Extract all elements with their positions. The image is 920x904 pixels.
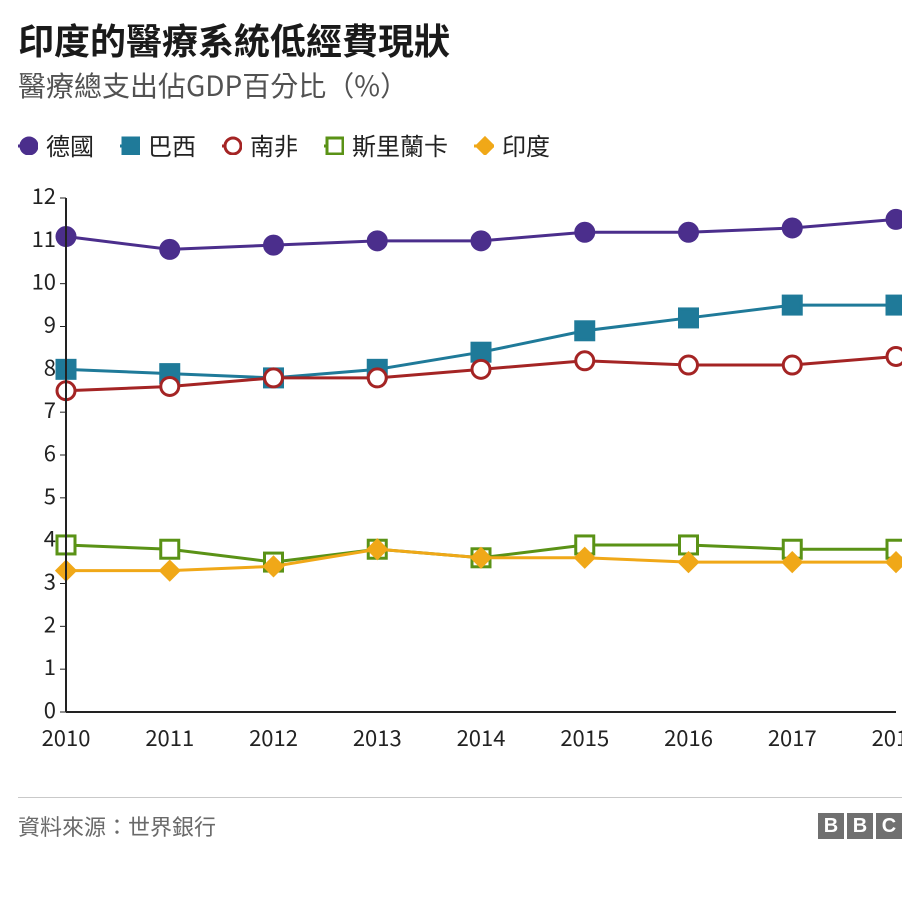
legend-item: 巴西 [120,127,196,162]
svg-text:4: 4 [44,522,56,554]
legend-marker-icon [222,135,242,155]
svg-text:6: 6 [44,436,56,468]
legend-item: 斯里蘭卡 [324,127,448,162]
svg-text:10: 10 [32,265,56,297]
legend-item: 南非 [222,127,298,162]
svg-text:8: 8 [44,350,56,382]
legend: 德國 巴西 南非 斯里蘭卡 印度 [18,127,902,162]
svg-text:2015: 2015 [560,721,609,753]
source-label: 資料來源：世界銀行 [18,810,216,842]
bbc-b2: B [847,813,873,839]
svg-text:1: 1 [44,650,56,682]
legend-label: 印度 [502,127,550,162]
legend-label: 德國 [46,127,94,162]
svg-text:7: 7 [44,393,56,425]
legend-marker-icon [474,135,494,155]
legend-label: 南非 [250,127,298,162]
chart-title: 印度的醫療系統低經費現狀 [18,18,902,61]
svg-text:2014: 2014 [457,721,506,753]
footer: 資料來源：世界銀行 B B C [18,797,902,842]
svg-text:2017: 2017 [768,721,817,753]
legend-item: 印度 [474,127,550,162]
bbc-b1: B [818,813,844,839]
bbc-logo: B B C [818,813,902,839]
svg-text:2013: 2013 [353,721,402,753]
svg-text:11: 11 [32,222,56,254]
svg-text:12: 12 [32,188,56,211]
svg-text:2010: 2010 [42,721,91,753]
line-chart: 0123456789101112201020112012201320142015… [18,188,902,783]
svg-text:2011: 2011 [145,721,194,753]
svg-text:2016: 2016 [664,721,713,753]
svg-text:9: 9 [44,308,56,340]
svg-text:2012: 2012 [249,721,298,753]
svg-text:2018: 2018 [872,721,902,753]
legend-label: 巴西 [148,127,196,162]
legend-marker-icon [18,135,38,155]
svg-text:2: 2 [44,607,56,639]
bbc-c: C [876,813,902,839]
chart-subtitle: 醫療總支出佔GDP百分比（%） [18,65,902,105]
legend-label: 斯里蘭卡 [352,127,448,162]
svg-text:3: 3 [44,565,56,597]
legend-marker-icon [324,135,344,155]
svg-text:5: 5 [44,479,56,511]
legend-marker-icon [120,135,140,155]
legend-item: 德國 [18,127,94,162]
